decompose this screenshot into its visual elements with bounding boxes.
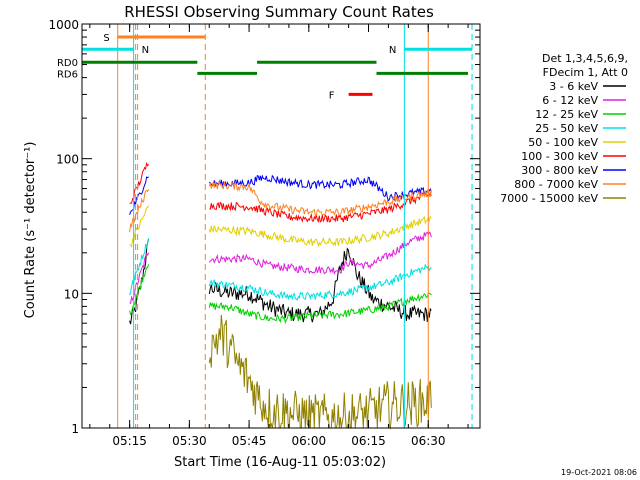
flag-label-4: RD0 bbox=[57, 58, 78, 69]
legend-header-0: Det 1,3,4,5,6,9, bbox=[542, 52, 628, 65]
legend-label-0: 3 - 6 keV bbox=[549, 80, 598, 93]
plot-frame bbox=[81, 23, 481, 429]
flag-label-5: RD6 bbox=[57, 69, 78, 80]
x-tick-label-1: 05:30 bbox=[172, 434, 207, 448]
y-tick-label-0: 1 bbox=[71, 422, 79, 436]
y-tick-label-2: 100 bbox=[56, 153, 79, 167]
series-line-5-segment-1 bbox=[209, 192, 432, 224]
series-line-3-segment-0 bbox=[129, 238, 150, 296]
series-line-1-segment-1 bbox=[208, 231, 432, 276]
series-line-2-segment-1 bbox=[208, 292, 432, 325]
legend: Det 1,3,4,5,6,9,FDecim 1, Att 03 - 6 keV… bbox=[500, 52, 628, 205]
axes: 1 10 100 1000 05:15 05:30 05:45 06:00 06:15 06:30 bbox=[48, 18, 481, 448]
flag-label-2: N bbox=[389, 45, 396, 56]
legend-label-6: 300 - 800 keV bbox=[521, 164, 598, 177]
series-line-6-segment-0 bbox=[129, 176, 149, 215]
legend-label-8: 7000 - 15000 keV bbox=[500, 192, 598, 205]
series-line-8-segment-0 bbox=[208, 314, 432, 430]
series-line-1-segment-0 bbox=[129, 252, 150, 304]
series-line-2-segment-0 bbox=[129, 264, 150, 316]
plot-area bbox=[129, 161, 432, 430]
x-tick-label-0: 05:15 bbox=[112, 434, 147, 448]
flag-label-1: N bbox=[142, 45, 149, 56]
series-line-4-segment-0 bbox=[129, 205, 150, 248]
series-line-6-segment-1 bbox=[208, 174, 432, 202]
legend-label-2: 12 - 25 keV bbox=[535, 108, 598, 121]
flag-label-0: S bbox=[103, 33, 109, 44]
chart-title: RHESSI Observing Summary Count Rates bbox=[124, 3, 434, 21]
x-tick-label-4: 06:15 bbox=[351, 434, 386, 448]
y-axis-label: Count Rate (s⁻¹ detector⁻¹) bbox=[23, 142, 38, 319]
legend-label-1: 6 - 12 keV bbox=[542, 94, 598, 107]
series-line-7-segment-0 bbox=[129, 188, 150, 233]
x-tick-label-5: 06:30 bbox=[411, 434, 446, 448]
flag-label-3: F bbox=[329, 90, 335, 101]
series-line-7-segment-1 bbox=[208, 180, 432, 217]
x-axis-label: Start Time (16-Aug-11 05:03:02) bbox=[174, 455, 386, 470]
legend-label-7: 800 - 7000 keV bbox=[514, 178, 598, 191]
x-tick-label-3: 06:00 bbox=[292, 434, 327, 448]
legend-label-4: 50 - 100 keV bbox=[528, 136, 598, 149]
series-line-0-segment-1 bbox=[208, 247, 432, 323]
y-tick-label-1: 10 bbox=[64, 287, 79, 301]
legend-header-1: FDecim 1, Att 0 bbox=[543, 66, 628, 79]
legend-label-5: 100 - 300 keV bbox=[521, 150, 598, 163]
timestamp: 19-Oct-2021 08:06 bbox=[561, 468, 637, 477]
y-tick-label-3: 1000 bbox=[48, 18, 79, 32]
series-line-4-segment-1 bbox=[208, 215, 432, 248]
series-line-5-segment-0 bbox=[129, 161, 149, 204]
series-line-3-segment-1 bbox=[208, 263, 432, 301]
x-tick-label-2: 05:45 bbox=[232, 434, 267, 448]
legend-label-3: 25 - 50 keV bbox=[535, 122, 598, 135]
